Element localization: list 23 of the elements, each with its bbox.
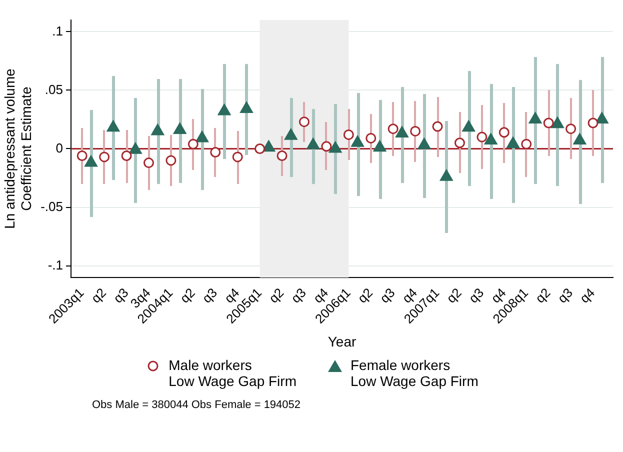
y-axis-title: Ln antidepressant volume Coefficient Estimate <box>1 68 34 229</box>
x-tick-label: q2 <box>444 285 464 306</box>
legend-label: Female workers Low Wage Gap Firm <box>350 357 478 389</box>
x-tick-label: q2 <box>176 285 198 306</box>
x-tick-label: q3 <box>288 285 309 306</box>
x-tick-label: q2 <box>266 285 287 306</box>
legend-label: Male workers Low Wage Gap Firm <box>168 357 296 389</box>
x-tick-label: q3 <box>466 285 487 306</box>
y-tick-label: .1 <box>52 23 63 38</box>
x-tick-label: q3 <box>110 285 132 306</box>
y-tick-label: -.1 <box>48 257 63 272</box>
x-tick-label: q3 <box>554 285 576 306</box>
x-tick-label: q2 <box>532 285 554 306</box>
x-tick-label: q2 <box>88 285 109 306</box>
x-tick-label: q2 <box>354 285 376 306</box>
x-tick-label: q3 <box>199 285 220 306</box>
y-tick-label: .05 <box>44 82 63 97</box>
y-tick-label: -.05 <box>40 198 63 214</box>
text: Obs Male = 380044 Obs Female = 194052 <box>92 399 302 411</box>
y-tick-label: 0 <box>56 140 63 156</box>
x-tick-label: q3 <box>376 285 398 306</box>
x-axis-title: Year <box>328 333 356 350</box>
x-tick-label: q4 <box>576 285 598 306</box>
